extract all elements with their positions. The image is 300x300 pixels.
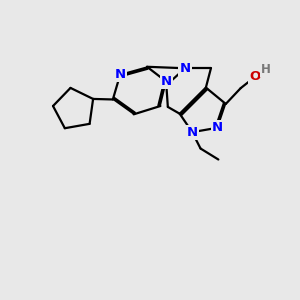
Text: N: N	[212, 121, 223, 134]
Text: H: H	[261, 63, 271, 76]
Text: N: N	[187, 126, 198, 139]
Text: N: N	[179, 62, 191, 75]
Text: N: N	[161, 75, 172, 88]
Text: O: O	[249, 70, 260, 83]
Text: N: N	[115, 68, 126, 81]
